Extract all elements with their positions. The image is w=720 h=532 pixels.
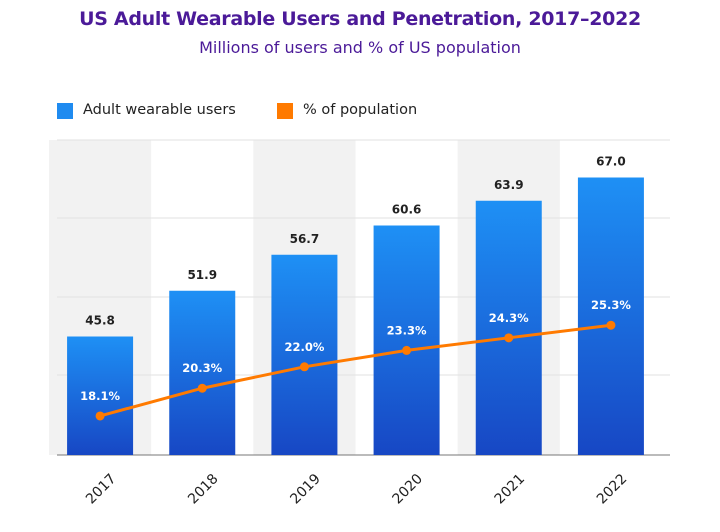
population-value-label: 22.0% <box>284 340 324 354</box>
population-point <box>402 345 412 355</box>
legend-swatch-users <box>57 103 73 119</box>
population-value-label: 25.3% <box>591 298 631 312</box>
bar <box>67 336 134 455</box>
population-value-label: 24.3% <box>489 311 529 325</box>
x-tick-label: 2019 <box>287 471 324 508</box>
bar <box>577 177 644 455</box>
x-tick-label: 2022 <box>594 471 631 508</box>
bar <box>475 200 542 455</box>
population-line <box>99 323 612 418</box>
population-point <box>504 333 514 343</box>
bar <box>373 225 440 455</box>
legend-swatch-population <box>277 103 293 119</box>
population-point <box>299 362 309 372</box>
population-point <box>606 320 616 330</box>
bar <box>169 290 236 455</box>
x-tick-label: 2021 <box>492 471 529 508</box>
bar-value-label: 67.0 <box>596 155 626 169</box>
chart-subtitle: Millions of users and % of US population <box>199 38 521 57</box>
x-tick-label: 2020 <box>389 471 426 508</box>
population-value-label: 23.3% <box>387 323 427 337</box>
legend-label-users: Adult wearable users <box>83 102 236 118</box>
population-point <box>197 383 207 393</box>
legend-label-population: % of population <box>303 102 418 118</box>
bar-value-label: 45.8 <box>85 314 115 328</box>
bar <box>271 254 338 455</box>
bar-value-label: 63.9 <box>494 178 524 192</box>
x-tick-label: 2018 <box>185 471 222 508</box>
population-point <box>95 411 105 421</box>
x-tick-label: 2017 <box>83 471 120 508</box>
population-value-label: 18.1% <box>80 389 120 403</box>
chart-title: US Adult Wearable Users and Penetration,… <box>79 8 641 30</box>
bar-value-label: 51.9 <box>187 268 217 282</box>
population-value-label: 20.3% <box>182 361 222 375</box>
bar-value-label: 60.6 <box>392 203 422 217</box>
bar-value-label: 56.7 <box>290 232 320 246</box>
